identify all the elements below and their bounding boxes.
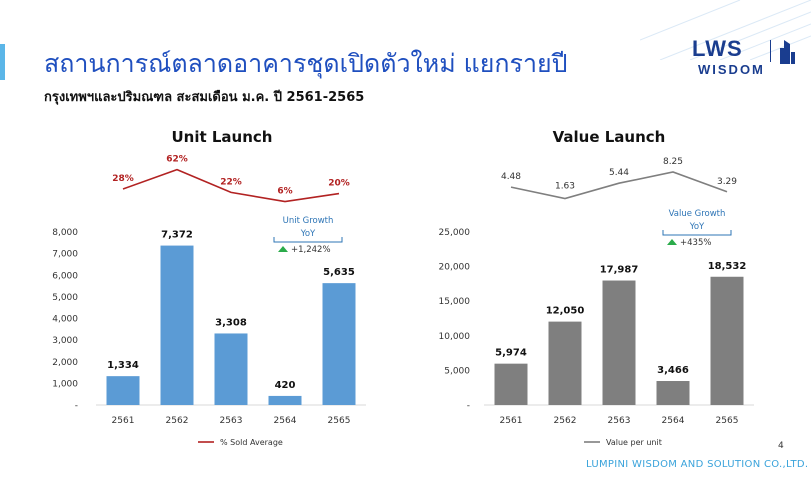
value-bar-value-label: 5,974 (495, 348, 527, 359)
page-title: สถานการณ์ตลาดอาคารชุดเปิดตัวใหม่ แยกรายป… (44, 49, 568, 78)
unit-category-label: 2562 (166, 416, 189, 426)
value-category-label: 2565 (716, 416, 739, 426)
unit-line-point-label: 22% (220, 177, 242, 187)
footer-company: LUMPINI WISDOM AND SOLUTION CO.,LTD. (586, 459, 809, 470)
value-y-tick-label: 25,000 (439, 228, 471, 238)
value-line-point-label: 3.29 (717, 177, 737, 187)
building-icon (780, 40, 795, 64)
unit-bar-2562 (160, 245, 194, 405)
unit-y-tick-label: 8,000 (52, 228, 78, 238)
unit-y-tick-label: 4,000 (52, 315, 78, 325)
value-line-series (510, 171, 728, 200)
value-legend-label: Value per unit (606, 438, 662, 447)
value-y-tick-label: 5,000 (444, 366, 470, 376)
value-category-label: 2564 (662, 416, 685, 426)
value-line-point-label: 4.48 (501, 172, 521, 182)
value-category-label: 2562 (554, 416, 577, 426)
value-y-tick-label: 15,000 (439, 297, 471, 307)
unit-line-point-label: 28% (112, 174, 134, 184)
unit-category-label: 2561 (112, 416, 135, 426)
unit-line-point-label: 20% (328, 179, 350, 189)
logo-sub-text: WISDOM (698, 62, 765, 77)
value-line-point-label: 8.25 (663, 157, 683, 167)
unit-up-arrow-icon (278, 246, 288, 252)
unit-bar-2561 (106, 376, 140, 405)
unit-growth-bracket (273, 237, 343, 243)
unit-bar-value-label: 420 (275, 380, 296, 391)
value-bar-2565 (710, 276, 744, 405)
value-y-tick-label: 10,000 (439, 332, 471, 342)
chart-title-unit: Unit Launch (171, 128, 273, 146)
unit-y-tick-label: 5,000 (52, 293, 78, 303)
unit-bar-2565 (322, 283, 356, 405)
value-growth-title: Value Growth (669, 209, 726, 219)
unit-bar-2564 (268, 395, 302, 405)
company-logo: LWS WISDOM (672, 34, 802, 86)
unit-bar-value-label: 1,334 (107, 360, 139, 371)
page-subtitle: กรุงเทพฯและปริมณฑล สะสมเดือน ม.ค. ปี 256… (44, 90, 365, 105)
unit-growth-period: YoY (300, 229, 316, 239)
value-bar-value-label: 17,987 (600, 265, 639, 276)
unit-category-label: 2564 (274, 416, 297, 426)
value-bar-2561 (494, 363, 528, 405)
value-up-arrow-icon (667, 239, 677, 245)
page-number: 4 (778, 441, 784, 451)
value-bar-2562 (548, 321, 582, 405)
unit-y-tick-label: 1,000 (52, 379, 78, 389)
unit-y-tick-label: 6,000 (52, 271, 78, 281)
unit-line-point-label: 6% (277, 187, 292, 197)
unit-y-tick-label: - (75, 401, 78, 411)
value-line-point-label: 5.44 (609, 168, 629, 178)
unit-bar-value-label: 7,372 (161, 230, 193, 241)
unit-line-series (122, 168, 340, 203)
unit-y-tick-label: 3,000 (52, 336, 78, 346)
value-line-point-label: 1.63 (555, 181, 575, 191)
unit-legend-label: % Sold Average (220, 438, 283, 447)
value-bar-value-label: 18,532 (708, 261, 747, 272)
value-growth-bracket (662, 230, 732, 236)
unit-bar-value-label: 3,308 (215, 317, 247, 328)
value-growth-value: +435% (680, 238, 711, 248)
unit-growth-title: Unit Growth (283, 216, 334, 226)
value-bar-value-label: 12,050 (546, 306, 585, 317)
chart-title-value: Value Launch (552, 128, 666, 146)
value-bar-2564 (656, 381, 690, 405)
value-y-tick-label: - (467, 401, 470, 411)
unit-category-label: 2565 (328, 416, 351, 426)
unit-category-label: 2563 (220, 416, 243, 426)
value-bar-2563 (602, 280, 636, 405)
value-growth-period: YoY (689, 222, 705, 232)
value-y-tick-label: 20,000 (439, 263, 471, 273)
title-accent-bar (0, 44, 5, 80)
unit-bar-2563 (214, 333, 248, 405)
logo-divider (770, 40, 771, 62)
unit-y-tick-label: 7,000 (52, 250, 78, 260)
unit-line-point-label: 62% (166, 155, 188, 165)
unit-y-tick-label: 2,000 (52, 358, 78, 368)
value-bar-value-label: 3,466 (657, 365, 689, 376)
unit-bar-value-label: 5,635 (323, 267, 355, 278)
logo-main-text: LWS (692, 36, 743, 61)
value-category-label: 2563 (608, 416, 631, 426)
value-category-label: 2561 (500, 416, 523, 426)
unit-growth-value: +1,242% (291, 245, 331, 255)
